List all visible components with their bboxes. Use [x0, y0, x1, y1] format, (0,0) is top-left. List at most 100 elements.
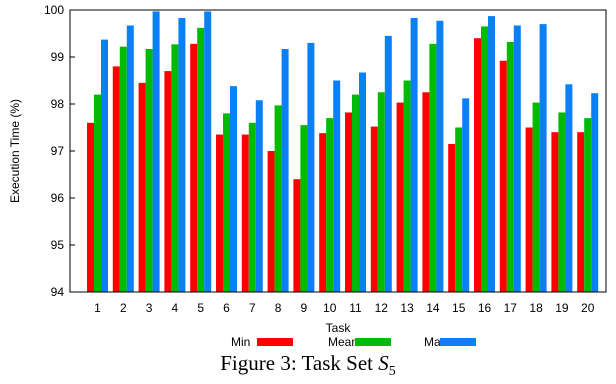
y-tick-label: 94 [51, 285, 65, 299]
bar-max-task-11 [359, 72, 366, 292]
y-tick-label: 100 [44, 3, 64, 17]
bar-min-task-13 [396, 102, 404, 292]
y-tick-label: 97 [51, 144, 65, 158]
x-tick-label: 9 [301, 301, 308, 315]
bar-min-task-20 [577, 132, 585, 292]
x-tick-label: 20 [581, 301, 595, 315]
caption-text: Figure 3: Task Set [220, 351, 379, 375]
x-tick-label: 19 [555, 301, 569, 315]
bar-min-task-18 [525, 127, 533, 292]
bar-max-task-2 [126, 25, 134, 292]
bar-min-task-1 [87, 122, 94, 292]
bar-mean-task-18 [532, 102, 540, 292]
bar-max-task-6 [230, 86, 237, 292]
bar-mean-task-9 [300, 125, 308, 293]
x-tick-label: 13 [400, 301, 414, 315]
bar-max-task-7 [255, 100, 263, 293]
bar-min-task-5 [190, 43, 198, 293]
bar-min-task-9 [293, 179, 301, 292]
x-tick-label: 18 [529, 301, 543, 315]
y-tick-label: 95 [51, 238, 65, 252]
bar-mean-task-6 [223, 113, 230, 293]
x-tick-label: 12 [375, 301, 389, 315]
bar-max-task-4 [178, 17, 186, 293]
bar-min-task-7 [241, 134, 249, 292]
bar-min-task-3 [138, 82, 146, 292]
x-tick-label: 17 [504, 301, 518, 315]
bar-mean-task-11 [352, 94, 359, 292]
x-tick-label: 3 [146, 301, 153, 315]
bars-group [87, 11, 599, 293]
bar-max-task-5 [204, 11, 212, 292]
bar-max-task-13 [410, 17, 418, 293]
x-tick-label: 15 [452, 301, 466, 315]
x-tick-label: 16 [478, 301, 492, 315]
x-tick-label: 5 [197, 301, 204, 315]
legend: Min Mean Max [231, 335, 476, 349]
bar-max-task-3 [152, 11, 160, 292]
bar-max-task-12 [384, 35, 392, 292]
bar-max-task-1 [101, 39, 108, 292]
bar-mean-task-1 [94, 94, 101, 292]
bar-max-task-17 [513, 25, 521, 292]
x-tick-label: 6 [223, 301, 230, 315]
bar-mean-task-13 [403, 80, 411, 292]
caption-subscript: 5 [388, 364, 396, 380]
legend-label-mean: Mean [328, 335, 358, 349]
caption-symbol: S [378, 351, 389, 375]
y-tick-label: 99 [51, 50, 65, 64]
bar-mean-task-12 [377, 92, 385, 292]
bar-mean-task-3 [145, 49, 153, 293]
bar-mean-task-15 [455, 127, 463, 292]
x-axis-title: Task [326, 321, 352, 335]
bar-mean-task-4 [171, 44, 179, 293]
y-axis-labels: 94 95 96 97 98 99 100 [44, 3, 75, 299]
figure-caption: Figure 3: Task Set S5 [0, 351, 616, 384]
bar-min-task-11 [345, 112, 352, 293]
x-tick-label: 1 [94, 301, 101, 315]
bar-mean-task-5 [197, 27, 205, 293]
bar-mean-task-17 [506, 41, 514, 293]
legend-swatch-mean [355, 338, 391, 346]
x-tick-label: 7 [249, 301, 256, 315]
bar-max-task-15 [462, 98, 470, 292]
x-axis-labels: 1 2 3 4 5 6 7 8 9 10 11 12 13 14 15 16 17 18 19 20 [94, 301, 595, 315]
legend-swatch-min [257, 338, 293, 346]
x-tick-label: 10 [323, 301, 337, 315]
bar-max-task-9 [307, 42, 315, 293]
bar-min-task-12 [370, 126, 378, 292]
bar-min-task-2 [112, 66, 120, 293]
y-tick-label: 96 [51, 191, 65, 205]
bar-mean-task-8 [274, 105, 282, 292]
bar-max-task-19 [565, 84, 573, 292]
bar-mean-task-20 [584, 118, 592, 292]
bar-min-task-6 [216, 134, 223, 292]
bar-mean-task-14 [429, 43, 437, 293]
bar-min-task-10 [319, 133, 327, 292]
bar-min-task-16 [474, 38, 481, 293]
plot-frame [69, 9, 607, 293]
bar-max-task-14 [436, 20, 444, 293]
bar-mean-task-10 [326, 118, 334, 292]
bar-min-task-4 [164, 71, 172, 292]
bar-max-task-10 [333, 80, 341, 292]
x-tick-label: 2 [120, 301, 127, 315]
y-axis-title: Execution Time (%) [8, 99, 22, 203]
y-tick-label: 98 [51, 97, 65, 111]
bar-mean-task-2 [119, 46, 127, 292]
bar-max-task-20 [591, 93, 599, 292]
bar-min-task-19 [551, 132, 559, 292]
bar-mean-task-16 [481, 26, 488, 292]
legend-swatch-max [440, 338, 476, 346]
x-tick-label: 11 [349, 301, 362, 315]
bar-min-task-17 [499, 60, 507, 293]
legend-label-min: Min [231, 335, 250, 349]
bar-max-task-8 [281, 49, 289, 293]
bar-mean-task-7 [248, 122, 256, 292]
bar-mean-task-19 [558, 112, 566, 293]
bar-min-task-14 [422, 92, 430, 292]
bar-min-task-8 [267, 151, 275, 292]
x-tick-label: 14 [426, 301, 440, 315]
x-tick-label: 4 [172, 301, 179, 315]
